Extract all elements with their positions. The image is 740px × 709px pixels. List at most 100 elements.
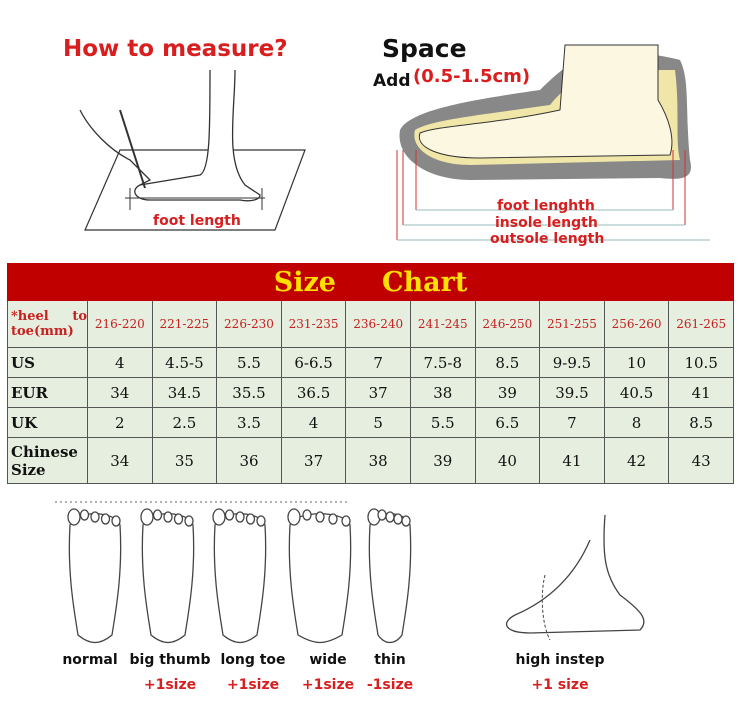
size-cell: 5	[345, 407, 411, 438]
foot-type-label: high instep	[515, 652, 605, 668]
size-cell: 4	[280, 407, 347, 438]
foot-type-label: big thumb	[129, 652, 211, 668]
toe	[140, 508, 154, 526]
foot-measure-illustration	[79, 70, 306, 231]
size-cell: 41	[668, 377, 734, 408]
table-row: Chinese Size 34 35 36 37 38 39 40 41 42 43	[7, 437, 734, 484]
foot-outline	[368, 513, 412, 644]
size-cell: 5.5	[409, 407, 476, 438]
col-header: 241-245	[409, 300, 476, 348]
toe	[235, 511, 245, 523]
toe	[152, 509, 163, 521]
toe	[90, 511, 100, 523]
foot-type-label: normal	[62, 652, 118, 668]
size-cell: 2	[87, 407, 153, 438]
toe	[212, 508, 226, 526]
foot-length-label: foot length	[153, 213, 241, 229]
col-header: 261-265	[668, 300, 734, 348]
space-title: Space	[382, 34, 467, 63]
size-cell: 39	[474, 377, 541, 408]
size-adjust-label: +1 size	[531, 677, 589, 693]
size-cell: 38	[409, 377, 476, 408]
col-header: 216-220	[87, 300, 153, 348]
row-label: US	[7, 347, 88, 378]
size-cell: 43	[668, 437, 734, 484]
toe	[173, 513, 184, 525]
toe	[256, 515, 266, 527]
size-cell: 37	[280, 437, 347, 484]
foot-type-label: thin	[374, 652, 406, 668]
toe	[111, 515, 121, 527]
size-cell: 39.5	[539, 377, 605, 408]
size-cell: 36	[216, 437, 282, 484]
size-adjust-label: +1size	[226, 677, 280, 693]
toe	[315, 511, 325, 523]
toe	[100, 513, 111, 525]
toe	[341, 515, 351, 527]
mm-row: *heel to toe(mm) 216-220 221-225 226-230 231…	[7, 300, 734, 348]
size-cell: 38	[345, 437, 411, 484]
size-cell: 34	[87, 377, 153, 408]
size-chart-table: Size Chart *heel to toe(mm) 216-220 221-225…	[7, 263, 734, 484]
size-cell: 34.5	[151, 377, 218, 408]
col-header: 256-260	[603, 300, 670, 348]
foot-outline	[213, 513, 267, 644]
foot-type-label: long toe	[220, 652, 286, 668]
size-cell: 6-6.5	[280, 347, 347, 378]
outsole-length-dim: outsole length	[490, 231, 605, 247]
col-header: 246-250	[474, 300, 541, 348]
size-cell: 37	[345, 377, 411, 408]
high-instep-illustration	[505, 515, 645, 641]
foot-outline	[141, 513, 195, 644]
size-cell: 8.5	[668, 407, 734, 438]
table-row: EUR 34 34.5 35.5 36.5 37 38 39 39.5 40.5 41	[7, 377, 734, 408]
size-cell: 7	[345, 347, 411, 378]
size-cell: 8	[603, 407, 670, 438]
size-cell: 40	[474, 437, 541, 484]
size-cell: 42	[603, 437, 670, 484]
toe	[393, 513, 403, 525]
foot-outline	[68, 513, 122, 644]
toe	[377, 509, 387, 521]
size-cell: 40.5	[603, 377, 670, 408]
size-cell: 10.5	[668, 347, 734, 378]
toe	[287, 508, 301, 526]
toe	[67, 508, 81, 526]
size-cell: 7	[539, 407, 605, 438]
size-cell: 7.5-8	[409, 347, 476, 378]
size-adjust-label: +1size	[301, 677, 355, 693]
toe	[163, 511, 173, 523]
size-adjust-label: -1size	[366, 677, 414, 693]
toe	[245, 513, 256, 525]
size-cell: 5.5	[216, 347, 282, 378]
size-chart-title: Size Chart	[7, 263, 734, 301]
table-row: US 4 4.5-5 5.5 6-6.5 7 7.5-8 8.5 9-9.5 10 10.5	[7, 347, 734, 378]
col-header: 221-225	[151, 300, 218, 348]
size-cell: 4.5-5	[151, 347, 218, 378]
row-label: UK	[7, 407, 88, 438]
toe	[184, 515, 194, 527]
col-header: 231-235	[280, 300, 347, 348]
col-header: 226-230	[216, 300, 282, 348]
how-to-measure-title: How to measure?	[63, 36, 288, 62]
size-cell: 6.5	[474, 407, 541, 438]
size-cell: 2.5	[151, 407, 218, 438]
size-cell: 4	[87, 347, 153, 378]
col-header: 251-255	[539, 300, 605, 348]
size-cell: 41	[539, 437, 605, 484]
toe	[79, 509, 90, 521]
toe	[224, 509, 235, 521]
row-label: Chinese Size	[7, 437, 88, 484]
size-cell: 10	[603, 347, 670, 378]
toe	[401, 515, 411, 527]
size-cell: 36.5	[280, 377, 347, 408]
add-label: Add	[373, 71, 411, 91]
foot-type-label: wide	[309, 652, 347, 668]
size-cell: 3.5	[216, 407, 282, 438]
foot-outline	[288, 513, 352, 644]
size-cell: 9-9.5	[539, 347, 605, 378]
toe	[328, 513, 338, 525]
size-cell: 8.5	[474, 347, 541, 378]
foot-length-dim: foot lenghth	[497, 198, 595, 214]
size-cell: 35.5	[216, 377, 282, 408]
